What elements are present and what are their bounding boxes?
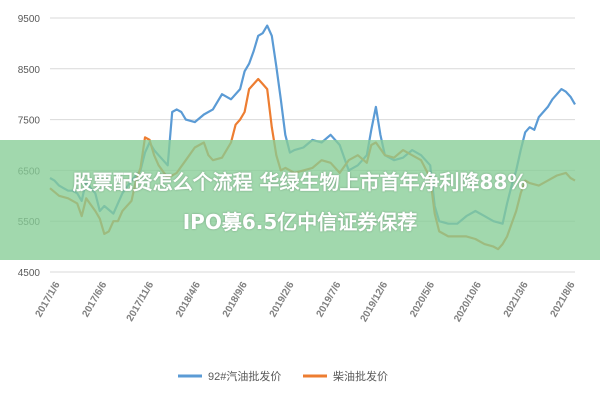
x-tick-label: 2021/3/6	[502, 280, 531, 320]
x-tick-label: 2019/7/6	[315, 280, 344, 320]
y-tick-label: 9500	[18, 14, 41, 25]
headline-line-2[interactable]: IPO募6.5亿中信证券保荐	[182, 210, 418, 234]
x-tick-label: 2018/4/6	[174, 280, 203, 320]
x-tick-label: 2017/6/6	[80, 280, 109, 320]
x-tick-label: 2019/12/6	[359, 280, 391, 324]
y-tick-label: 8500	[18, 65, 41, 76]
x-tick-label: 2019/2/6	[268, 280, 297, 320]
legend-label-2: 柴油批发价	[333, 369, 388, 383]
x-tick-label: 2020/5/6	[408, 280, 437, 320]
x-tick-label: 2021/8/6	[549, 280, 578, 320]
legend-label-1: 92#汽油批发价	[208, 369, 281, 383]
x-tick-label: 2017/1/6	[34, 280, 63, 320]
x-tick-label: 2017/11/6	[125, 280, 157, 324]
y-tick-label: 4500	[18, 268, 41, 279]
x-tick-label: 2018/9/6	[221, 280, 250, 320]
headline-banner	[0, 140, 600, 260]
x-tick-label: 2020/10/6	[452, 280, 484, 324]
y-tick-label: 7500	[18, 116, 41, 127]
headline-line-1[interactable]: 股票配资怎么个流程 华绿生物上市首年净利降88%	[72, 170, 528, 194]
